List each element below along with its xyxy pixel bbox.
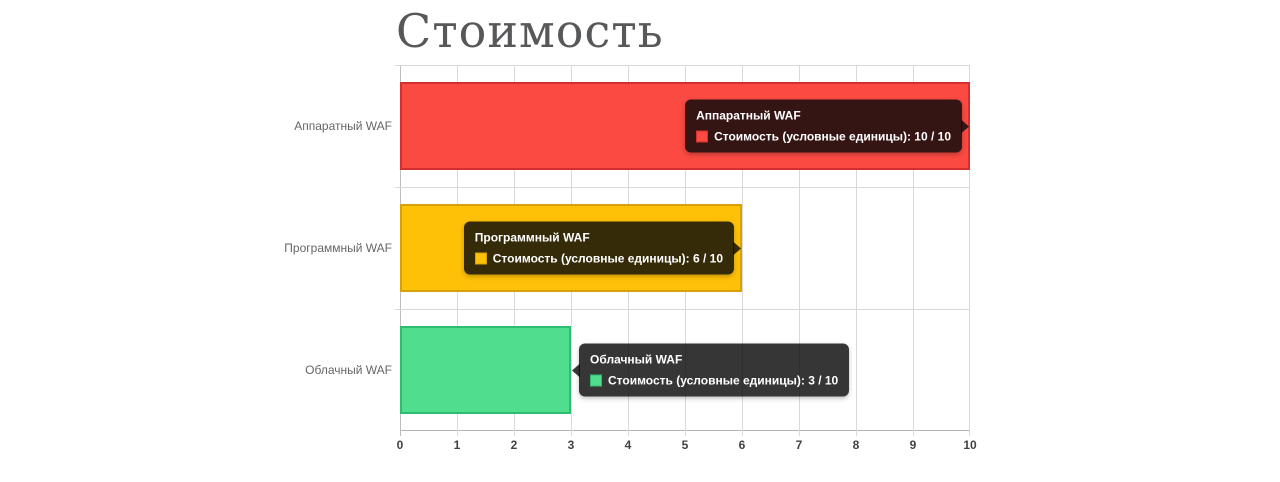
tooltip-value: Стоимость (условные единицы): 10 / 10 <box>714 129 951 144</box>
y-axis-label-hardware-waf: Аппаратный WAF <box>294 119 392 133</box>
x-tick-label: 8 <box>852 438 860 452</box>
gridline <box>395 187 970 188</box>
legend-key-icon <box>474 252 487 265</box>
tooltip-title: Программный WAF <box>474 230 590 245</box>
tooltip-cloud-waf: Облачный WAF Стоимость (условные единицы… <box>572 343 850 397</box>
x-tick-label: 5 <box>681 438 689 452</box>
tooltip-body: Стоимость (условные единицы): 3 / 10 <box>590 374 838 388</box>
tooltip-hardware-waf: Аппаратный WAF Стоимость (условные едини… <box>685 99 969 153</box>
x-tick-label: 0 <box>396 438 404 452</box>
gridline <box>799 65 800 436</box>
gridline <box>913 65 914 436</box>
gridline <box>856 65 857 436</box>
tooltip-caret-icon <box>961 119 969 133</box>
legend-key-icon <box>696 130 709 143</box>
bar-cloud-waf[interactable] <box>400 326 571 414</box>
tooltip-caret-icon <box>572 363 580 377</box>
y-axis-labels: Аппаратный WAF Программный WAF Облачный … <box>0 65 392 431</box>
y-axis-label-software-waf: Программный WAF <box>284 241 392 255</box>
gridline <box>395 65 970 66</box>
legend-key-icon <box>590 374 602 387</box>
x-tick-label: 4 <box>624 438 632 452</box>
y-axis-label-cloud-waf: Облачный WAF <box>305 363 392 377</box>
tooltip-body: Стоимость (условные единицы): 10 / 10 <box>696 130 951 144</box>
x-tick-label: 3 <box>567 438 575 452</box>
plot-area: Аппаратный WAF Стоимость (условные едини… <box>395 65 970 436</box>
tooltip-value: Стоимость (условные единицы): 6 / 10 <box>492 251 723 266</box>
gridline <box>969 65 970 436</box>
tooltip-value: Стоимость (условные единицы): 3 / 10 <box>608 373 839 388</box>
x-tick-label: 2 <box>510 438 518 452</box>
x-tick-label: 7 <box>795 438 803 452</box>
tooltip-title: Облачный WAF <box>590 352 683 367</box>
tooltip-body: Стоимость (условные единицы): 6 / 10 <box>474 251 723 266</box>
x-tick-label: 9 <box>909 438 917 452</box>
x-axis-ticks: 0 1 2 3 4 5 6 7 8 9 10 <box>396 438 977 454</box>
tooltip-caret-icon <box>733 241 741 255</box>
tooltip-software-waf: Программный WAF Стоимость (условные един… <box>463 221 741 275</box>
x-tick-label: 10 <box>963 438 977 452</box>
tooltip-title: Аппаратный WAF <box>696 108 801 123</box>
chart-title: Стоимость <box>396 4 664 58</box>
x-tick-label: 6 <box>738 438 746 452</box>
gridline <box>395 309 970 310</box>
x-tick-label: 1 <box>453 438 461 452</box>
gridline <box>742 65 743 436</box>
